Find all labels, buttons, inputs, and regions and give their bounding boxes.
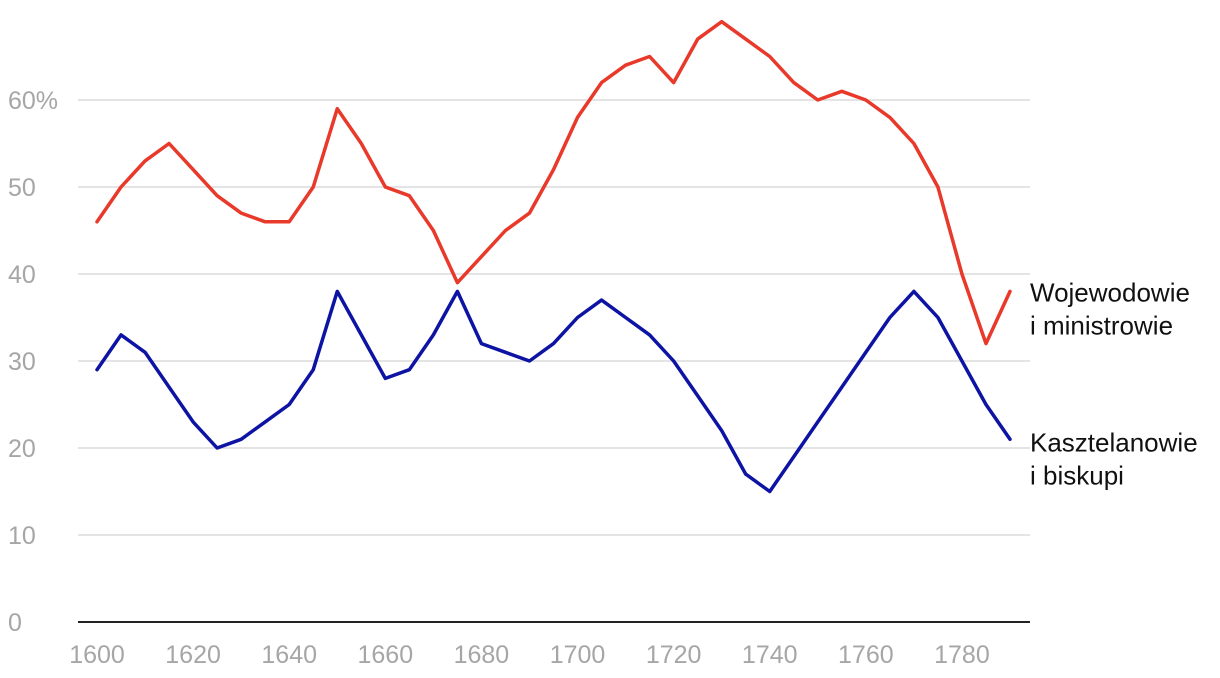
x-tick-label: 1740 [742,641,798,669]
grid-lines [78,99,1030,623]
series-label-0-line-0: Wojewodowie [1030,277,1190,307]
series-lines [95,19,1012,494]
y-tick-label: 40 [8,261,36,289]
series-line-0 [95,19,1012,346]
series-label-1-line-1: i biskupi [1030,460,1124,490]
y-tick-label: 30 [8,348,36,376]
x-tick-label: 1720 [646,641,702,669]
y-tick-label: 60% [8,87,58,115]
y-tick-label: 10 [8,522,36,550]
series-line-1 [95,289,1012,494]
x-tick-label: 1660 [358,641,414,669]
x-tick-label: 1780 [934,641,990,669]
y-axis-ticks: 0 10 20 30 40 50 60% [8,87,58,637]
x-axis-ticks: 1600 1620 1640 1660 1680 1700 1720 1740 1760 1780 [69,641,990,669]
series-label-1-line-0: Kasztelanowie [1030,427,1198,457]
y-tick-label: 0 [8,609,22,637]
x-tick-label: 1700 [550,641,606,669]
x-tick-label: 1760 [838,641,894,669]
y-tick-label: 20 [8,435,36,463]
y-tick-label: 50 [8,174,36,202]
x-tick-label: 1600 [69,641,125,669]
x-tick-label: 1620 [165,641,221,669]
series-label-0-line-1: i ministrowie [1030,310,1173,340]
x-tick-label: 1640 [261,641,317,669]
x-tick-label: 1680 [454,641,510,669]
